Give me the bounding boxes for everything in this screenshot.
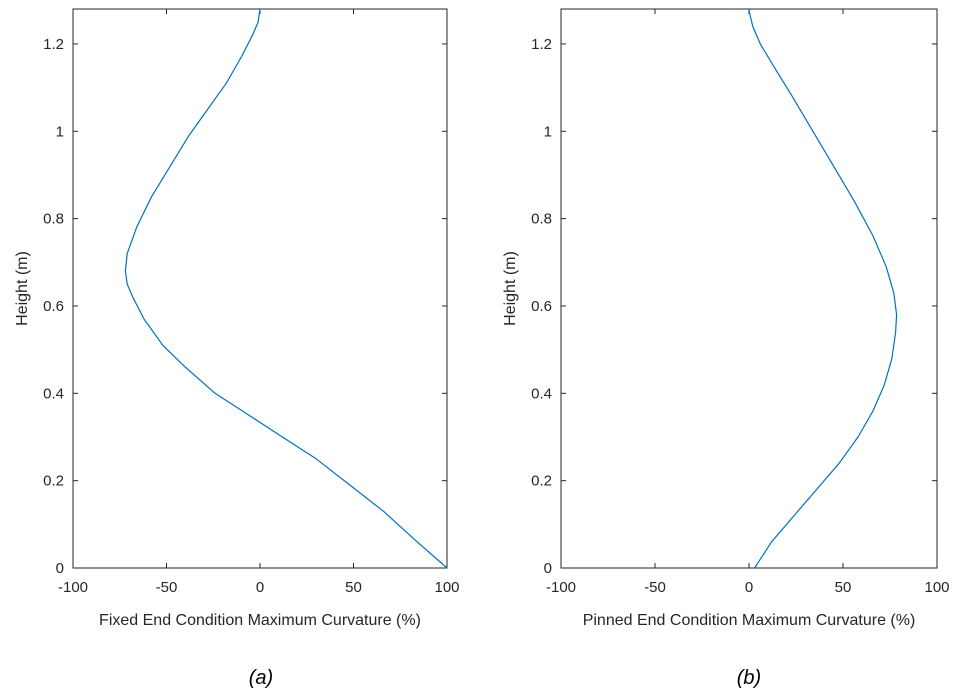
panel-a-ytick-label: 1.2 <box>43 36 64 53</box>
panel-b-ytick-label: 1 <box>544 123 552 140</box>
panel-a-axes-box <box>72 8 448 569</box>
panel-b-ytick-label: 0.4 <box>531 385 552 402</box>
panel-b-ytick-label: 0.2 <box>531 473 552 490</box>
panel-a-series-line <box>124 8 448 569</box>
panel-b-series-line <box>748 8 898 569</box>
panel-a-ytick-label: 0.2 <box>43 473 64 490</box>
panel-a-xtick-label: 50 <box>345 579 362 596</box>
panel-a-xtick-label: -50 <box>156 579 178 596</box>
panel-b-ytick-label: 0.8 <box>531 211 552 228</box>
panel-b-ytick-label: 0.6 <box>531 298 552 315</box>
panel-a-xtick-label: 0 <box>256 579 264 596</box>
panel-b-ytick-label: 0 <box>544 560 552 577</box>
panel-a-chart: -100 -50 0 50 100 0 0.2 0.4 0.6 0.8 1 1.2 Fixed End … <box>14 8 460 689</box>
panel-b-xtick-label: -100 <box>546 579 576 596</box>
panel-b-xtick-label: -50 <box>644 579 666 596</box>
panel-a-ylabel: Height (m) <box>14 251 31 326</box>
panel-b-xtick-label: 50 <box>835 579 852 596</box>
panel-b-ylabel: Height (m) <box>502 251 519 326</box>
panel-a-ytick-label: 0.8 <box>43 211 64 228</box>
panel-a-caption: (a) <box>249 667 273 689</box>
panel-a-ytick-label: 0.6 <box>43 298 64 315</box>
panel-b-ytick-label: 1.2 <box>531 36 552 53</box>
panel-b-xtick-label: 0 <box>745 579 753 596</box>
panel-b-chart: -100 -50 0 50 100 0 0.2 0.4 0.6 0.8 1 1.2 Pinned End… <box>502 8 950 689</box>
panel-b-xlabel: Pinned End Condition Maximum Curvature (… <box>583 612 916 629</box>
panel-a-xtick-label: -100 <box>58 579 88 596</box>
panel-a-ytick-label: 0 <box>56 560 64 577</box>
panel-a-ytick-label: 1 <box>56 123 64 140</box>
panel-b-caption: (b) <box>737 667 761 689</box>
panel-b-xtick-label: 100 <box>924 579 949 596</box>
panel-a-xlabel: Fixed End Condition Maximum Curvature (%… <box>99 612 421 629</box>
panel-a-xtick-label: 100 <box>434 579 459 596</box>
panel-b-axes-box <box>560 8 938 569</box>
panel-a-ytick-label: 0.4 <box>43 385 64 402</box>
